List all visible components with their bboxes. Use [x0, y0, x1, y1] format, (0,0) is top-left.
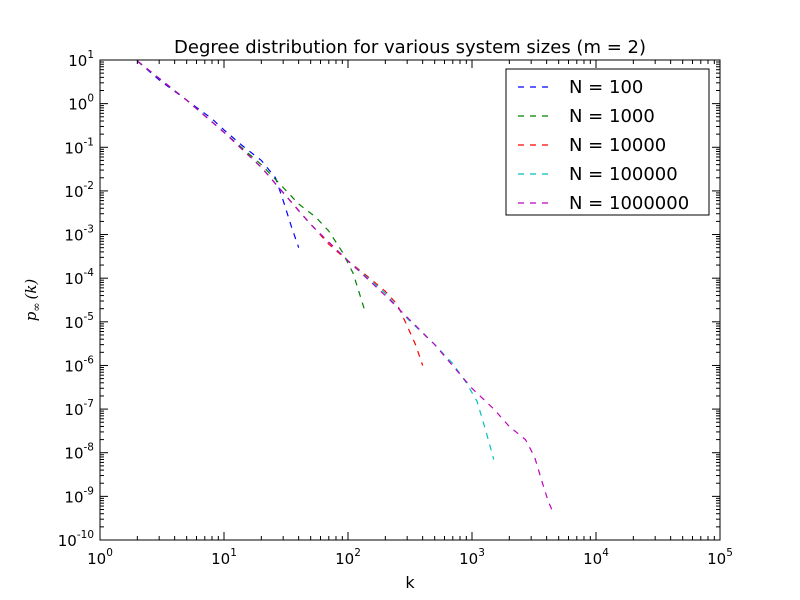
- x-tick-label-0-base: 10: [87, 550, 106, 568]
- y-tick-label-4-exponent: -3: [84, 224, 94, 236]
- y-tick-label-0-exponent: 1: [87, 49, 94, 61]
- y-tick-label-1-exponent: 0: [87, 93, 94, 105]
- x-tick-label-1-exponent: 1: [230, 547, 237, 559]
- y-tick-label-4-base: 10: [64, 227, 83, 245]
- x-tick-label-4: 104: [583, 547, 609, 568]
- y-tick-label-7: 10-6: [64, 354, 94, 375]
- plot-frame: [99, 59, 721, 541]
- x-tick-label-1: 101: [211, 547, 237, 568]
- x-tick-label-2-exponent: 2: [354, 547, 361, 559]
- y-tick-label-11: 10-10: [58, 529, 94, 550]
- y-tick-label-9-base: 10: [64, 445, 83, 463]
- y-tick-label-3: 10-2: [64, 180, 94, 201]
- y-tick-label-9-exponent: -8: [84, 442, 94, 454]
- y-tick-label-8-exponent: -7: [84, 398, 94, 410]
- x-axis-label: k: [405, 573, 415, 592]
- x-tick-label-5-base: 10: [707, 550, 726, 568]
- y-axis-label: p∞ (k): [22, 279, 43, 322]
- y-tick-label-9: 10-8: [64, 442, 94, 463]
- y-tick-label-7-exponent: -6: [84, 354, 95, 366]
- y-axis-label-p: p: [22, 311, 40, 321]
- plot-series: [136, 60, 553, 510]
- y-tick-label-2: 10-1: [64, 136, 94, 157]
- y-tick-label-10: 10-9: [64, 485, 94, 506]
- y-tick-label-3-base: 10: [64, 183, 83, 201]
- y-tick-label-10-base: 10: [64, 488, 83, 506]
- y-axis-label-sub: ∞: [30, 303, 43, 312]
- x-tick-label-5-exponent: 5: [726, 547, 733, 559]
- y-tick-label-6: 10-5: [64, 311, 94, 332]
- x-tick-label-2: 102: [335, 547, 361, 568]
- x-tick-label-3: 103: [459, 547, 485, 568]
- x-tick-label-0: 100: [87, 547, 113, 568]
- legend-label-3: N = 10000: [569, 135, 666, 156]
- y-tick-label-1-base: 10: [68, 96, 87, 114]
- y-tick-label-5-base: 10: [64, 270, 83, 288]
- y-tick-label-3-exponent: -2: [84, 180, 94, 192]
- legend-label-4: N = 100000: [569, 164, 678, 185]
- x-tick-label-3-exponent: 3: [478, 547, 485, 559]
- y-tick-label-0: 101: [68, 49, 94, 70]
- y-tick-label-11-base: 10: [58, 532, 77, 550]
- series-line-5: [136, 60, 553, 510]
- y-axis-label-arg: (k): [22, 279, 40, 300]
- y-tick-label-8-base: 10: [64, 401, 83, 419]
- y-tick-label-0-base: 10: [68, 52, 87, 70]
- y-tick-label-6-exponent: -5: [84, 311, 94, 323]
- y-tick-label-5-exponent: -4: [84, 267, 95, 279]
- y-tick-label-10-exponent: -9: [84, 485, 94, 497]
- x-tick-label-2-base: 10: [335, 550, 354, 568]
- y-tick-label-2-base: 10: [64, 139, 83, 157]
- chart-title: Degree distribution for various system s…: [174, 37, 646, 58]
- y-tick-label-5: 10-4: [64, 267, 94, 288]
- x-tick-label-5: 105: [707, 547, 733, 568]
- y-tick-label-8: 10-7: [64, 398, 94, 419]
- x-tick-label-3-base: 10: [459, 550, 478, 568]
- y-tick-label-4: 10-3: [64, 224, 94, 245]
- legend-label-1: N = 100: [569, 77, 643, 98]
- x-axis: 100 101 102 103 104 105: [87, 60, 733, 568]
- y-tick-label-1: 100: [68, 93, 94, 114]
- x-tick-label-4-base: 10: [583, 550, 602, 568]
- legend-box: [505, 68, 710, 216]
- legend: N = 100 N = 1000 N = 10000 N = 100000 N = 10…: [505, 68, 710, 216]
- y-tick-label-6-base: 10: [64, 314, 83, 332]
- y-tick-label-2-exponent: -1: [84, 136, 94, 148]
- y-axis: 10110010-110-210-310-410-510-610-710-810…: [58, 49, 720, 550]
- x-tick-label-1-base: 10: [211, 550, 230, 568]
- legend-label-2: N = 1000: [569, 106, 655, 127]
- x-tick-label-4-exponent: 4: [602, 547, 609, 559]
- y-tick-label-7-base: 10: [64, 357, 83, 375]
- x-tick-label-0-exponent: 0: [106, 547, 113, 559]
- legend-label-5: N = 1000000: [569, 193, 689, 214]
- y-tick-label-11-exponent: -10: [77, 529, 94, 541]
